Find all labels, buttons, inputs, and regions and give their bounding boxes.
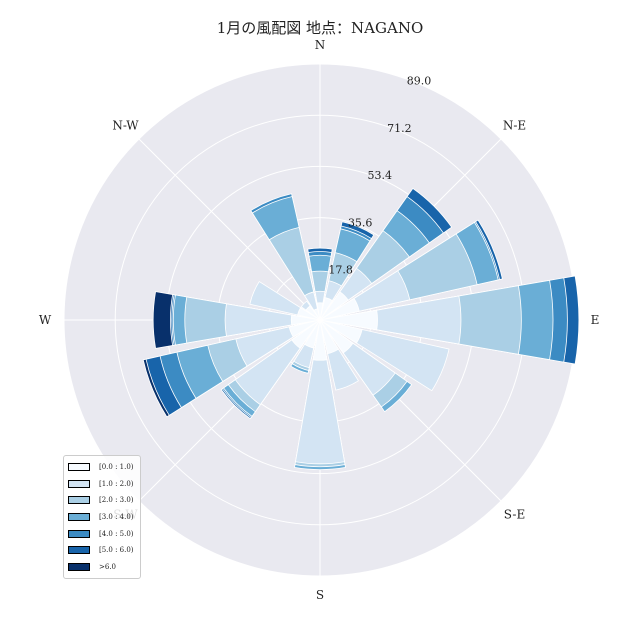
legend-label: [0.0 : 1.0) bbox=[99, 463, 134, 472]
legend-item: [1.0 : 2.0) bbox=[68, 476, 136, 493]
wind-bar-S-bin-1 bbox=[295, 319, 345, 465]
radial-tick-label: 35.6 bbox=[348, 216, 373, 229]
direction-label: N-W bbox=[112, 119, 139, 133]
wind-bar-NW-bin-0 bbox=[305, 305, 321, 321]
wind-bar-SW-bin-0 bbox=[291, 319, 321, 349]
legend-swatch bbox=[68, 496, 90, 505]
legend-swatch bbox=[68, 513, 90, 522]
radial-tick-labels: 17.8 35.6 53.4 71.2 89.0 bbox=[328, 75, 431, 277]
legend-label: [3.0 : 4.0) bbox=[99, 513, 134, 522]
wind-bar-SSE-bin-0 bbox=[319, 319, 339, 355]
direction-label: S bbox=[316, 588, 324, 602]
wind-bar-E-bin-0 bbox=[319, 309, 378, 331]
legend-label: [5.0 : 6.0) bbox=[99, 546, 134, 555]
grid-spoke bbox=[138, 138, 321, 321]
legend: [0.0 : 1.0) [1.0 : 2.0) [2.0 : 3.0) [3.0 : … bbox=[63, 455, 141, 580]
direction-label: W bbox=[39, 313, 52, 327]
direction-label: S-E bbox=[504, 508, 525, 522]
legend-swatch bbox=[68, 546, 90, 555]
wind-bar-NNE-bin-0 bbox=[319, 297, 333, 321]
direction-label: E bbox=[591, 313, 600, 327]
direction-label: N-E bbox=[503, 119, 526, 133]
wind-bar-ESE-bin-0 bbox=[319, 319, 363, 344]
wind-bar-W-bin-0 bbox=[290, 314, 321, 326]
wind-bar-SE-bin-0 bbox=[319, 319, 354, 354]
radial-tick-label: 53.4 bbox=[368, 169, 393, 182]
legend-label: [1.0 : 2.0) bbox=[99, 479, 134, 488]
wind-bar-WNW-bin-0 bbox=[297, 307, 321, 321]
wind-bar-E-bin-1 bbox=[319, 295, 462, 345]
radial-tick-label: 89.0 bbox=[407, 75, 432, 88]
legend-label: >6.0 bbox=[99, 562, 116, 571]
wind-bar-S-bin-0 bbox=[312, 319, 328, 361]
radial-tick-label: 17.8 bbox=[328, 264, 353, 277]
legend-item: [3.0 : 4.0) bbox=[68, 509, 136, 526]
wind-bar-NNW-bin-0 bbox=[313, 308, 321, 321]
legend-item: [5.0 : 6.0) bbox=[68, 542, 136, 559]
radial-tick-label: 71.2 bbox=[387, 122, 412, 135]
legend-swatch bbox=[68, 479, 90, 488]
legend-item: [2.0 : 3.0) bbox=[68, 492, 136, 509]
legend-label: [4.0 : 5.0) bbox=[99, 529, 134, 538]
chart-title: 1月の風配図 地点：NAGANO bbox=[216, 19, 424, 37]
legend-label: [2.0 : 3.0) bbox=[99, 496, 134, 505]
wind-bar-WSW-bin-0 bbox=[288, 319, 321, 338]
wind-bar-W-bin-1 bbox=[224, 303, 321, 337]
wind-bar-N-bin-0 bbox=[316, 302, 324, 321]
wind-bar-SSW-bin-0 bbox=[304, 319, 321, 349]
legend-swatch bbox=[68, 529, 90, 538]
legend-swatch bbox=[68, 562, 90, 571]
legend-item: [0.0 : 1.0) bbox=[68, 459, 136, 476]
legend-swatch bbox=[68, 463, 90, 472]
direction-label: N bbox=[315, 38, 326, 52]
wind-bars bbox=[142, 187, 580, 470]
wind-bar-ENE-bin-0 bbox=[319, 297, 360, 321]
legend-item: [4.0 : 5.0) bbox=[68, 525, 136, 542]
wind-bar-NE-bin-0 bbox=[319, 291, 349, 321]
legend-item: >6.0 bbox=[68, 559, 136, 576]
